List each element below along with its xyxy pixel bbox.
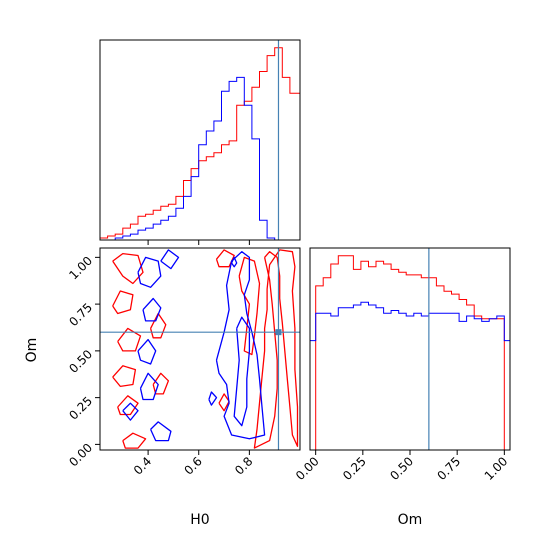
- om-x-tick-label: 0.50: [387, 454, 416, 483]
- red-contour-line: [112, 290, 134, 315]
- blue-contour-line: [215, 251, 266, 440]
- om-blue-hist-series: [310, 301, 510, 342]
- om-histogram-panel: 0.00 0.25 0.50 0.75 1.00: [293, 247, 511, 483]
- red-contour-line: [122, 432, 147, 449]
- om-red-hist-series: [310, 255, 510, 451]
- truth-marker: [275, 329, 282, 336]
- om-x-axis-title: Om: [398, 512, 423, 528]
- red-contour-line: [238, 256, 261, 356]
- red-contour-line: [112, 365, 137, 388]
- om-y-tick-label: 0.75: [66, 300, 95, 329]
- h0-x-tick-label: 0.8: [232, 454, 255, 477]
- blue-contour-line: [142, 297, 162, 322]
- blue-contour-line: [122, 402, 139, 421]
- om-frame: [309, 247, 511, 451]
- blue-contour-line: [137, 338, 157, 365]
- red-contour-line: [117, 395, 139, 416]
- blue-contour-line: [231, 256, 238, 268]
- om-x-tick-label: 0.00: [293, 454, 322, 483]
- red-contour-line: [149, 312, 167, 339]
- h0-x-tick-label: 0.4: [131, 454, 154, 477]
- h0-axis-title: H0: [190, 512, 209, 528]
- om-x-tick-label: 1.00: [482, 454, 511, 483]
- om-x-tick-label: 0.25: [340, 454, 369, 483]
- blue-contour-line: [208, 391, 218, 406]
- h0-x-tick-label: 0.6: [181, 454, 204, 477]
- om-y-tick-label: 1.00: [66, 254, 95, 283]
- om-x-tick-label: 0.75: [434, 454, 463, 483]
- h0-frame: [99, 39, 301, 241]
- joint-contour-panel: 0.4 0.6 0.8 0.00 0.25 0.50 0.75 1.00: [66, 247, 301, 478]
- blue-contour-line: [150, 421, 172, 442]
- h0-blue-hist-series: [100, 76, 300, 241]
- h0-red-hist-series: [100, 47, 300, 239]
- om-y-tick-label: 0.25: [66, 394, 95, 423]
- h0-histogram-panel: [99, 39, 301, 245]
- joint-frame: [99, 247, 301, 451]
- blue-contour-line: [160, 249, 180, 270]
- om-y-tick-label: 0.50: [66, 347, 95, 376]
- blue-contour-line: [233, 316, 251, 427]
- blue-contour-line: [137, 256, 162, 288]
- red-contour-line: [253, 249, 299, 449]
- om-y-tick-label: 0.00: [66, 441, 95, 470]
- red-contour-line: [112, 252, 144, 285]
- om-y-axis-title: Om: [24, 338, 40, 363]
- blue-contour-line: [139, 372, 159, 401]
- red-contour-line: [117, 327, 142, 352]
